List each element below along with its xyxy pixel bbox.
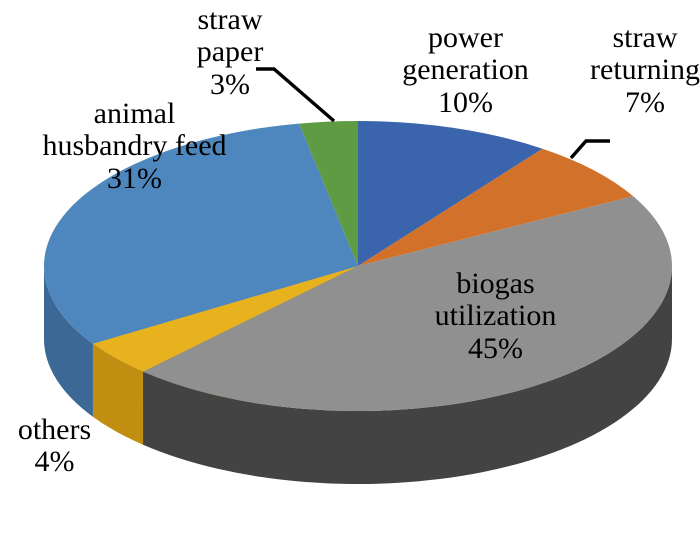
slice-value-biogas-utilization: 45% <box>468 331 523 365</box>
slice-value-animal-husbandry-feed: 31% <box>107 161 162 195</box>
slice-value-others: 4% <box>34 445 75 479</box>
slice-label-straw-paper-line2: paper <box>196 35 264 69</box>
slice-label-animal-husbandry-feed-line1: animal <box>93 97 176 130</box>
pie-slice-straw-returning[interactable] <box>358 148 634 266</box>
slice-label-straw-returning-line1: straw <box>612 21 678 54</box>
slice-label-straw-returning: straw returning 7% <box>555 21 700 119</box>
slice-label-straw-paper-line1: straw <box>197 3 263 36</box>
pie-top-surfaces <box>44 121 672 411</box>
pie-side-wall-animal-husbandry-feed <box>44 266 93 417</box>
slice-label-power-generation-line2: generation <box>402 53 529 87</box>
slice-label-straw-paper: straw paper 3% <box>130 3 330 101</box>
pie-slice-power-generation[interactable] <box>358 121 543 266</box>
pie-slice-animal-husbandry-feed[interactable] <box>44 123 358 344</box>
slice-label-biogas-utilization-line1: biogas <box>456 267 535 300</box>
pie-side-wall-biogas-utilization <box>143 266 673 485</box>
pie-slice-others[interactable] <box>92 266 358 372</box>
pie-slice-straw-paper[interactable] <box>299 121 358 266</box>
slice-label-animal-husbandry-feed: animal husbandry feed 31% <box>0 97 277 195</box>
slice-label-straw-returning-line2: returning <box>590 53 700 87</box>
leader-line-straw-returning <box>569 139 610 160</box>
leader-lines <box>256 67 610 160</box>
slice-label-others-line1: others <box>17 413 92 446</box>
slice-label-biogas-utilization: biogas utilization 45% <box>388 267 603 365</box>
slice-label-others: others 4% <box>0 413 117 479</box>
pie-slice-biogas-utilization[interactable] <box>143 196 672 411</box>
slice-label-animal-husbandry-feed-line2: husbandry feed <box>42 129 227 163</box>
slice-value-straw-paper: 3% <box>210 67 250 101</box>
pie-side-wall-others <box>92 343 144 445</box>
slice-value-power-generation: 10% <box>438 85 493 119</box>
slice-label-power-generation-line1: power <box>428 21 503 54</box>
slice-label-power-generation: power generation 10% <box>358 21 573 119</box>
slice-value-straw-returning: 7% <box>625 85 665 119</box>
slice-label-biogas-utilization-line2: utilization <box>434 299 557 333</box>
leader-line-straw-paper <box>256 67 336 123</box>
